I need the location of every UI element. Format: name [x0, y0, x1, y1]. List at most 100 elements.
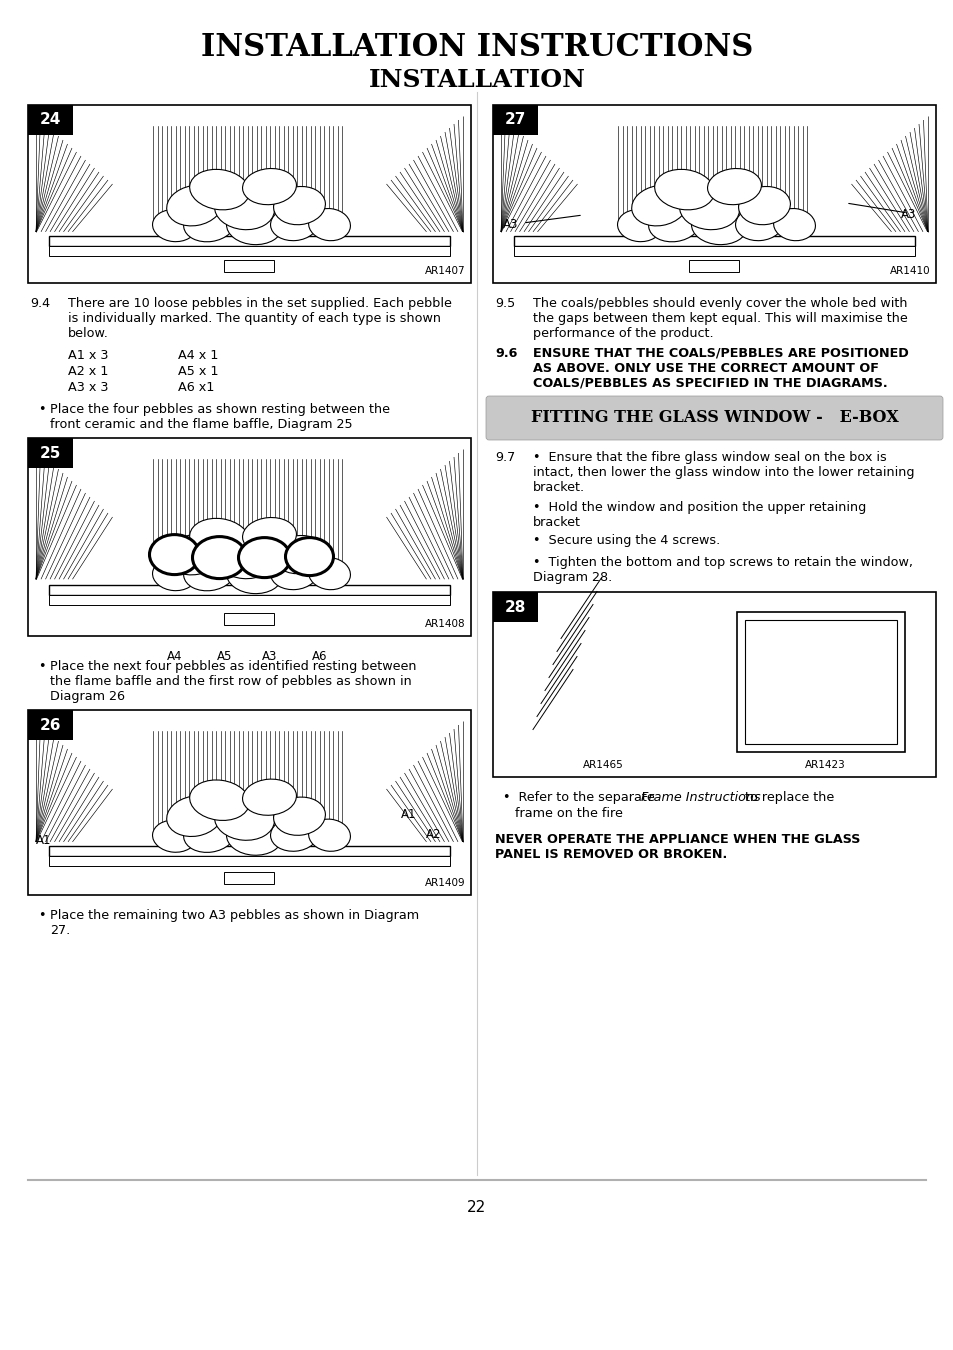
Bar: [49, 236, 450, 246]
Text: •: •: [38, 404, 46, 416]
Bar: [493, 105, 537, 135]
Text: A1: A1: [36, 833, 51, 846]
Text: 9.6: 9.6: [495, 347, 517, 360]
Text: INSTALLATION INSTRUCTIONS: INSTALLATION INSTRUCTIONS: [200, 32, 753, 63]
Bar: [514, 246, 914, 255]
Text: A5 x 1: A5 x 1: [178, 364, 218, 378]
Ellipse shape: [274, 796, 325, 836]
Ellipse shape: [648, 205, 700, 242]
Ellipse shape: [631, 185, 686, 225]
Text: INSTALLATION: INSTALLATION: [368, 68, 585, 92]
Bar: [689, 261, 739, 271]
Text: A2: A2: [425, 829, 440, 841]
Text: A1 x 3: A1 x 3: [68, 350, 109, 362]
Bar: [49, 585, 450, 594]
Ellipse shape: [242, 517, 296, 553]
Bar: [28, 105, 73, 135]
Text: ENSURE THAT THE COALS/PEBBLES ARE POSITIONED
AS ABOVE. ONLY USE THE CORRECT AMOU: ENSURE THAT THE COALS/PEBBLES ARE POSITI…: [533, 347, 908, 390]
Ellipse shape: [308, 819, 350, 852]
Ellipse shape: [183, 555, 235, 591]
Ellipse shape: [242, 169, 296, 205]
Ellipse shape: [274, 536, 325, 574]
Bar: [28, 105, 471, 284]
Ellipse shape: [167, 185, 222, 225]
Text: 22: 22: [467, 1200, 486, 1215]
Bar: [49, 846, 450, 856]
Ellipse shape: [183, 205, 235, 242]
Ellipse shape: [214, 188, 274, 230]
Text: 28: 28: [504, 599, 526, 614]
Ellipse shape: [679, 188, 739, 230]
Text: A4: A4: [167, 649, 182, 663]
Text: NEVER OPERATE THE APPLIANCE WHEN THE GLASS
PANEL IS REMOVED OR BROKEN.: NEVER OPERATE THE APPLIANCE WHEN THE GLA…: [495, 833, 860, 861]
Ellipse shape: [308, 208, 350, 240]
Ellipse shape: [271, 556, 318, 590]
Text: to replace the: to replace the: [740, 791, 833, 805]
Ellipse shape: [150, 535, 199, 575]
Text: AR1410: AR1410: [889, 266, 930, 275]
Ellipse shape: [238, 537, 291, 578]
Text: A3: A3: [900, 208, 915, 221]
Bar: [224, 261, 274, 271]
Ellipse shape: [190, 780, 249, 821]
Bar: [224, 613, 274, 625]
Ellipse shape: [285, 537, 334, 575]
Bar: [744, 620, 896, 744]
Ellipse shape: [707, 169, 760, 205]
Bar: [493, 105, 935, 284]
Text: Place the four pebbles as shown resting between the
front ceramic and the flame : Place the four pebbles as shown resting …: [50, 404, 390, 431]
Text: A6 x1: A6 x1: [178, 381, 214, 394]
Text: AR1409: AR1409: [425, 878, 465, 888]
Ellipse shape: [214, 798, 274, 840]
Ellipse shape: [308, 558, 350, 590]
Bar: [28, 437, 73, 468]
FancyBboxPatch shape: [485, 396, 942, 440]
Bar: [493, 593, 935, 778]
Text: AR1465: AR1465: [583, 760, 623, 770]
Text: Place the next four pebbles as identified resting between
the flame baffle and t: Place the next four pebbles as identifie…: [50, 660, 416, 703]
Text: 27: 27: [504, 112, 526, 127]
Ellipse shape: [271, 207, 318, 240]
Ellipse shape: [193, 536, 246, 579]
Text: frame on the fire: frame on the fire: [515, 807, 622, 819]
Ellipse shape: [773, 208, 815, 240]
Text: A3: A3: [502, 219, 517, 231]
Text: The coals/pebbles should evenly cover the whole bed with
the gaps between them k: The coals/pebbles should evenly cover th…: [533, 297, 907, 340]
Ellipse shape: [226, 207, 282, 244]
Ellipse shape: [654, 169, 714, 209]
Text: A3: A3: [261, 649, 277, 663]
Text: AR1408: AR1408: [425, 620, 465, 629]
Text: A1: A1: [400, 809, 416, 822]
Ellipse shape: [183, 815, 235, 852]
Text: 25: 25: [40, 446, 61, 460]
Text: •  Refer to the separate: • Refer to the separate: [502, 791, 659, 805]
Text: •: •: [38, 909, 46, 922]
Text: A2 x 1: A2 x 1: [68, 364, 109, 378]
Ellipse shape: [190, 169, 249, 209]
Ellipse shape: [738, 186, 790, 224]
Text: •  Hold the window and position the upper retaining
bracket: • Hold the window and position the upper…: [533, 501, 865, 529]
Bar: [28, 437, 471, 636]
Text: A3 x 3: A3 x 3: [68, 381, 109, 394]
Bar: [736, 612, 904, 752]
Bar: [493, 593, 537, 622]
Ellipse shape: [152, 821, 196, 852]
Bar: [28, 710, 471, 895]
Ellipse shape: [735, 207, 782, 240]
Ellipse shape: [152, 559, 196, 591]
Text: 9.7: 9.7: [495, 451, 515, 464]
Ellipse shape: [226, 817, 282, 856]
Text: AR1407: AR1407: [425, 266, 465, 275]
Bar: [49, 856, 450, 867]
Text: A5: A5: [216, 649, 232, 663]
Ellipse shape: [190, 518, 249, 559]
Bar: [28, 710, 73, 740]
Text: There are 10 loose pebbles in the set supplied. Each pebble
is individually mark: There are 10 loose pebbles in the set su…: [68, 297, 452, 340]
Text: 9.4: 9.4: [30, 297, 51, 310]
Ellipse shape: [271, 817, 318, 852]
Bar: [49, 246, 450, 255]
Text: Place the remaining two A3 pebbles as shown in Diagram
27.: Place the remaining two A3 pebbles as sh…: [50, 909, 418, 937]
Ellipse shape: [167, 535, 222, 575]
Bar: [514, 236, 914, 246]
Text: FITTING THE GLASS WINDOW -   E-BOX: FITTING THE GLASS WINDOW - E-BOX: [530, 409, 898, 427]
